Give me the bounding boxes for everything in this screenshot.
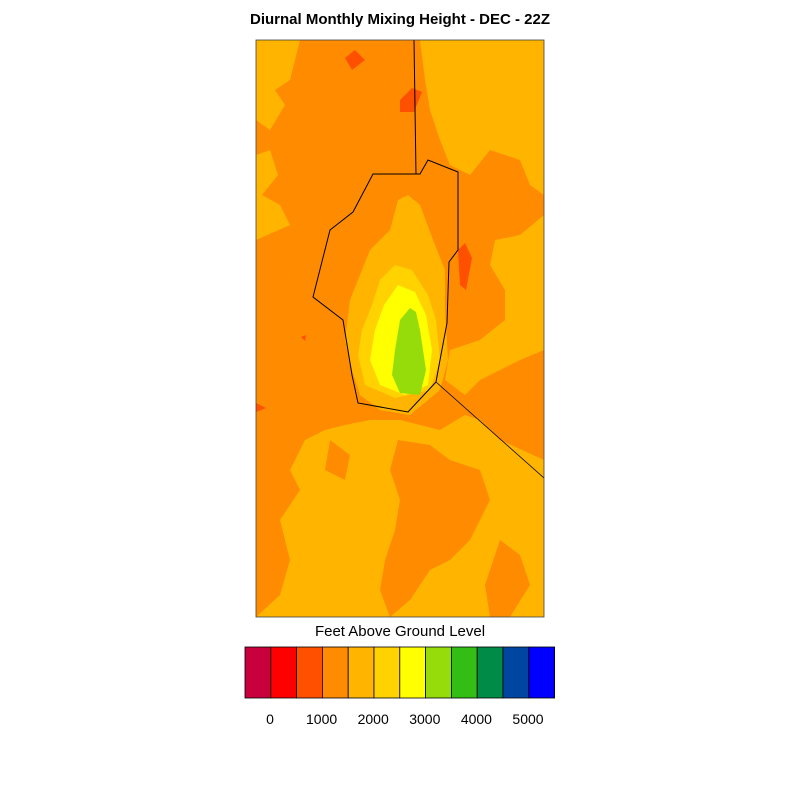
orange-island-bottom-left (256, 470, 300, 617)
amber-region-top-right (420, 40, 544, 195)
colorbar-tick-label: 2000 (357, 711, 389, 727)
map-title: Diurnal Monthly Mixing Height - DEC - 22… (250, 11, 550, 28)
green-region (392, 308, 426, 395)
map-frame (255, 39, 545, 618)
colorbar-tick-label: 3000 (409, 711, 441, 727)
colorbar-tick-label: 4000 (460, 711, 492, 727)
red-patch-right (458, 243, 472, 290)
amber-region-left-band (256, 150, 290, 240)
colorbar-label: Feet Above Ground Level (314, 623, 486, 640)
red-patch-top (345, 50, 365, 70)
orange-island-bottom-right (485, 540, 530, 617)
boundary-line-southeast (435, 381, 544, 479)
red-patch-small (301, 335, 306, 341)
amber-region-upper-left (256, 40, 300, 130)
red-patch-left-edge (256, 403, 266, 412)
colorbar-tick-label: 5000 (512, 711, 544, 727)
amber-region-right-lobe (445, 215, 544, 395)
red-patch-upper (400, 88, 422, 112)
orange-island-lower-mid (325, 440, 350, 480)
colorbar-tick-label: 1000 (306, 711, 338, 727)
boundary-line-north (413, 40, 417, 175)
orange-island-bottom-center (380, 440, 490, 617)
colorbar-tick-label: 0 (266, 711, 274, 727)
